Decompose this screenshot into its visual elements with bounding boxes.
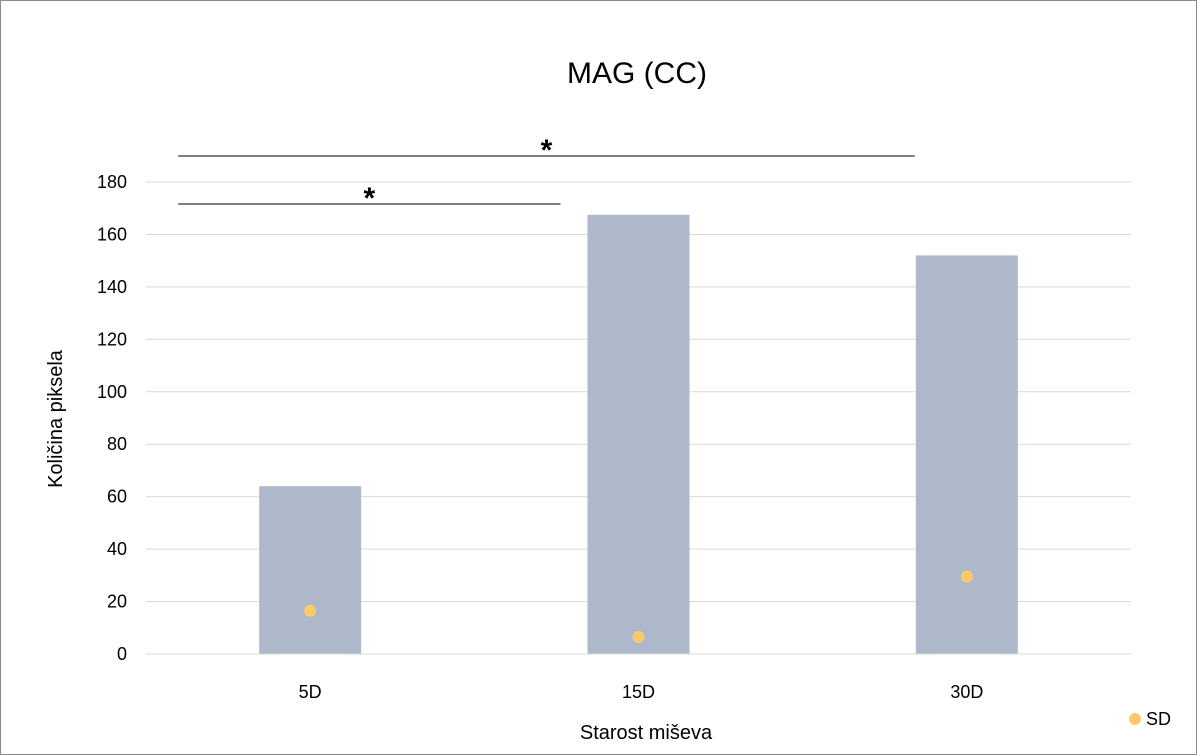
y-tick-label: 60 (107, 487, 127, 507)
y-tick-label: 0 (117, 644, 127, 664)
y-tick-label: 180 (97, 172, 127, 192)
plot-layer: 0 20 40 60 80 100 120 140 160 180 5D 15D 30D * * (97, 134, 1131, 702)
sd-point-5d (304, 604, 317, 617)
x-tick-label: 15D (622, 682, 655, 702)
x-tick-label: 30D (950, 682, 983, 702)
y-tick-label: 20 (107, 592, 127, 612)
sd-point-15d (632, 630, 645, 643)
y-tick-label: 140 (97, 277, 127, 297)
bar-15d (587, 214, 690, 654)
y-tick-label: 80 (107, 434, 127, 454)
x-tick-label: 5D (299, 682, 322, 702)
x-axis-title: Starost miševa (580, 722, 713, 744)
sd-point-30d (960, 570, 973, 583)
y-axis-title: Količina piksela (45, 349, 67, 488)
significance-star: * (363, 182, 375, 215)
chart-title: MAG (CC) (567, 57, 707, 90)
significance-star: * (541, 134, 553, 167)
bar-30d (915, 255, 1018, 654)
y-tick-label: 40 (107, 539, 127, 559)
y-tick-label: 100 (97, 382, 127, 402)
legend-marker-sd (1129, 713, 1141, 725)
y-tick-label: 160 (97, 224, 127, 244)
legend-label-sd: SD (1146, 709, 1171, 729)
legend: SD (1129, 709, 1171, 729)
bar-5d (259, 486, 362, 654)
y-tick-label: 120 (97, 329, 127, 349)
